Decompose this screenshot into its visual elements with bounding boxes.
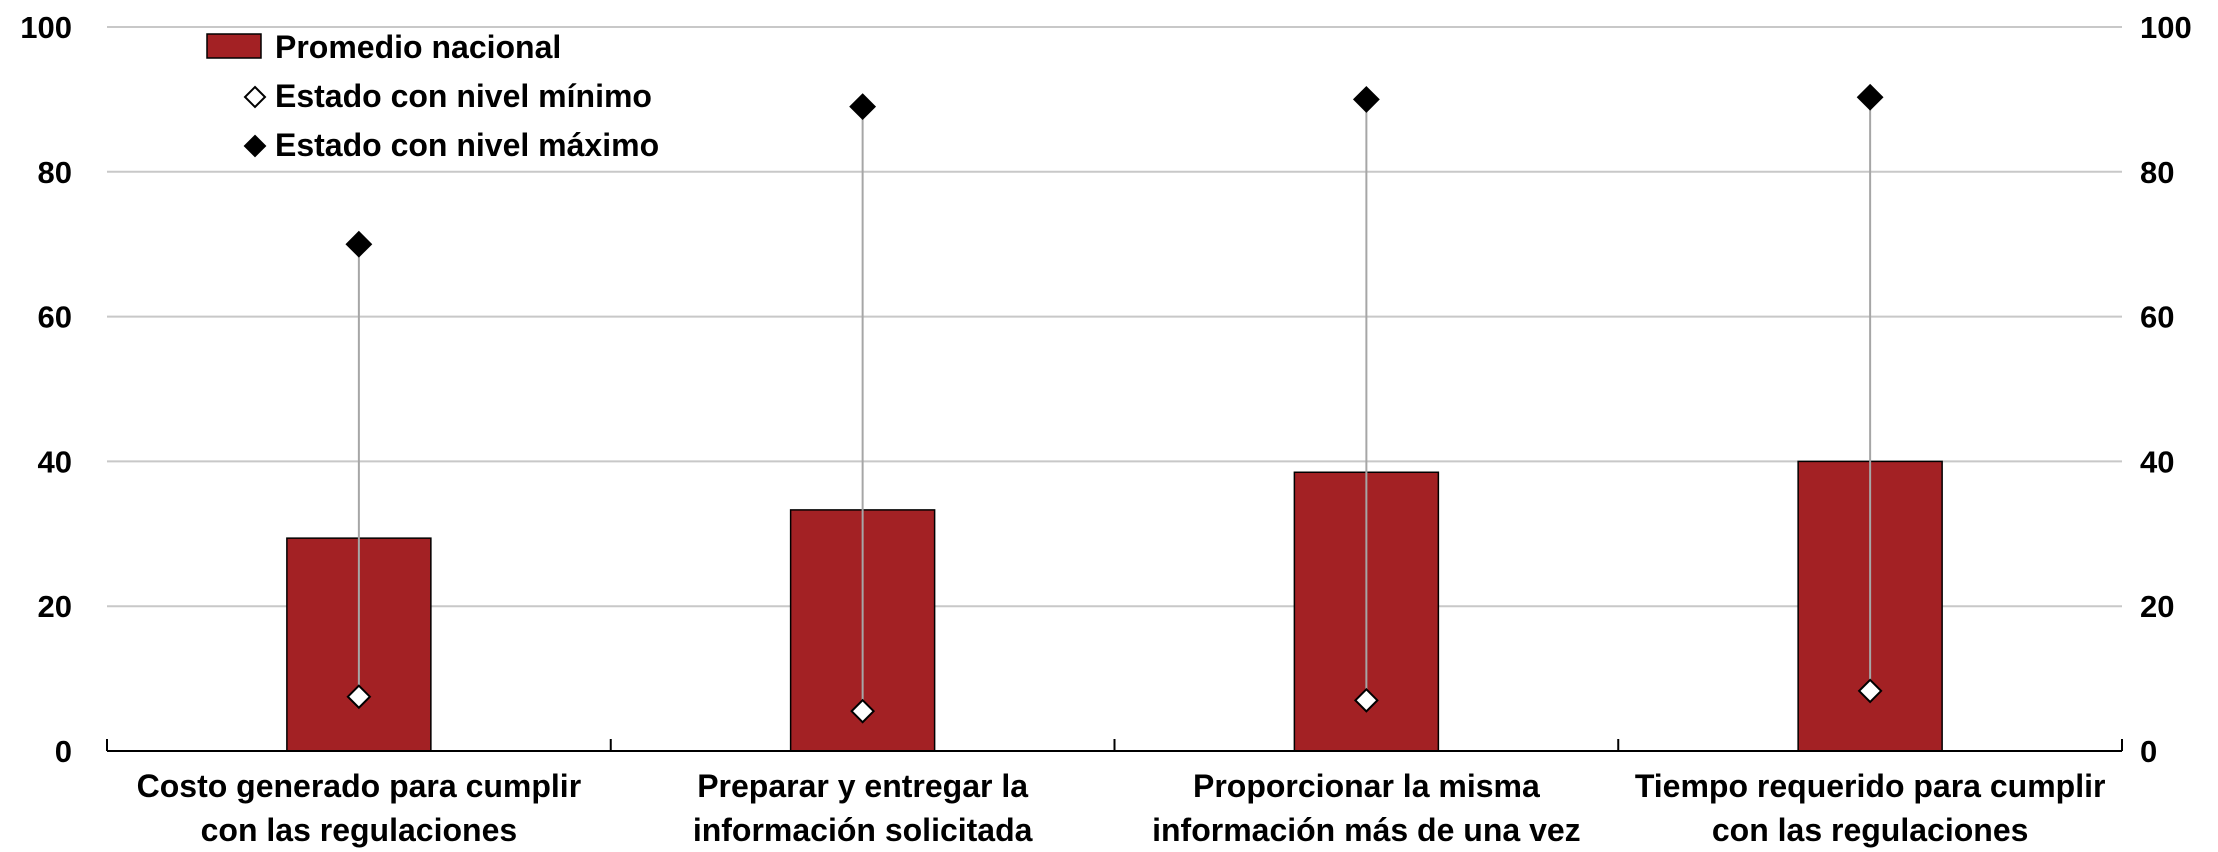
marker-min xyxy=(1353,687,1379,713)
x-category-labels: Costo generado para cumplir con las regul… xyxy=(137,768,2106,848)
legend: Promedio nacional Estado con nivel mínimo… xyxy=(206,29,659,163)
y-tick-label-right: 40 xyxy=(2140,444,2174,479)
legend-label-max: Estado con nivel máximo xyxy=(275,127,659,163)
x-category-label: información solicitada xyxy=(693,812,1033,848)
x-category-label: Tiempo requerido para cumplir xyxy=(1635,768,2106,804)
range-lines xyxy=(357,97,1872,712)
y-tick-label-left: 100 xyxy=(20,10,72,45)
legend-label-min: Estado con nivel mínimo xyxy=(275,78,652,114)
y-tick-label-right: 100 xyxy=(2140,10,2192,45)
legend-swatch-max xyxy=(243,134,267,158)
x-category-label: información más de una vez xyxy=(1152,812,1581,848)
axes xyxy=(106,739,2123,752)
y-tick-label-left: 40 xyxy=(38,444,72,479)
y-tick-label-right: 20 xyxy=(2140,589,2174,624)
x-category-label: con las regulaciones xyxy=(1712,812,2029,848)
y-tick-label-right: 60 xyxy=(2140,300,2174,335)
marker-max xyxy=(1856,83,1884,111)
y-tick-labels: 0 0 20 20 40 40 60 60 80 80 100 100 xyxy=(20,10,2191,769)
legend-swatch-min xyxy=(243,85,267,109)
marker-max xyxy=(1352,85,1380,113)
legend-swatch-bar xyxy=(206,33,262,59)
y-tick-label-left: 80 xyxy=(38,155,72,190)
marker-max xyxy=(849,93,877,121)
legend-label-promedio: Promedio nacional xyxy=(275,29,561,65)
x-category-label: Costo generado para cumplir xyxy=(137,768,582,804)
marker-min xyxy=(850,698,876,724)
marker-min xyxy=(1857,678,1883,704)
y-tick-label-right: 80 xyxy=(2140,155,2174,190)
x-category-label: Preparar y entregar la xyxy=(697,768,1028,804)
marker-min xyxy=(346,684,372,710)
gridlines xyxy=(107,26,2122,608)
y-tick-label-left: 0 xyxy=(55,734,72,769)
marker-max xyxy=(345,230,373,258)
x-category-label: con las regulaciones xyxy=(201,812,518,848)
x-category-label: Proporcionar la misma xyxy=(1193,768,1540,804)
y-tick-label-left: 60 xyxy=(38,300,72,335)
y-tick-label-right: 0 xyxy=(2140,734,2157,769)
markers xyxy=(345,83,1884,724)
y-tick-label-left: 20 xyxy=(38,589,72,624)
